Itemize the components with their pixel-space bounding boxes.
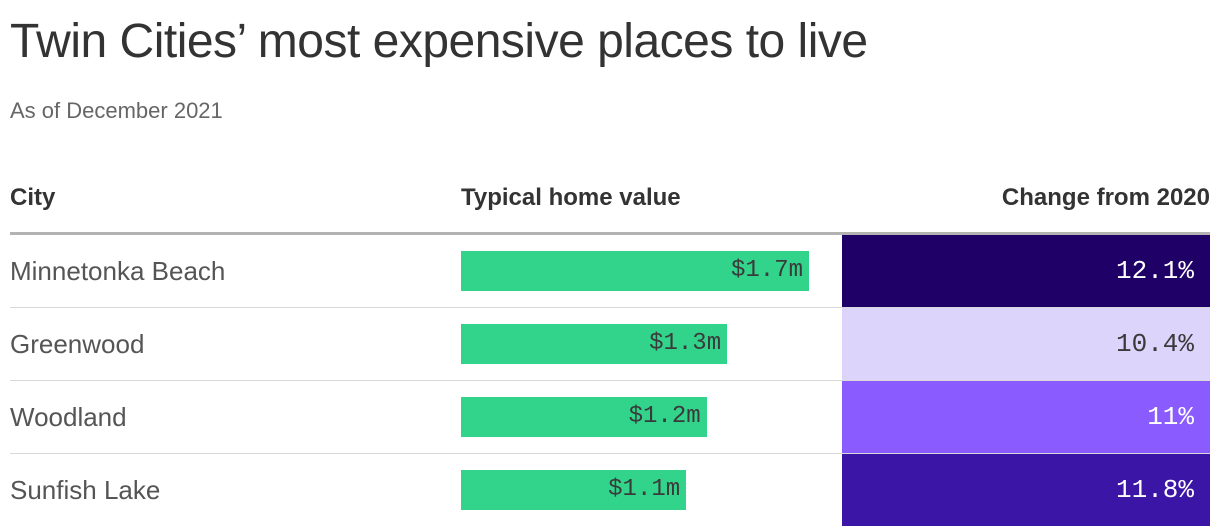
change-cell: 10.4% — [842, 308, 1210, 380]
home-value-label: $1.1m — [608, 476, 681, 503]
column-header-city: City — [10, 184, 56, 211]
change-cell: 11.8% — [842, 454, 1210, 526]
home-value-bar: $1.2m — [461, 397, 707, 437]
home-value-bar-cell: $1.7m — [461, 251, 821, 291]
home-value-bar: $1.7m — [461, 251, 809, 291]
city-name: Sunfish Lake — [10, 475, 161, 505]
column-header-home-value: Typical home value — [461, 184, 681, 211]
table-row: Greenwood $1.3m 10.4% — [10, 308, 1210, 381]
home-value-label: $1.7m — [730, 257, 803, 284]
city-name: Woodland — [10, 402, 127, 432]
city-name: Minnetonka Beach — [10, 256, 226, 286]
table-header-row: City Typical home value Change from 2020 — [10, 178, 1210, 235]
data-table: City Typical home value Change from 2020… — [10, 178, 1210, 526]
change-cell: 11% — [842, 381, 1210, 453]
change-cell: 12.1% — [842, 235, 1210, 307]
home-value-bar-cell: $1.1m — [461, 470, 821, 510]
home-value-label: $1.3m — [649, 330, 722, 357]
table-body: Minnetonka Beach $1.7m 12.1% Greenwood $1.3m… — [10, 235, 1210, 526]
table-row: Woodland $1.2m 11% — [10, 381, 1210, 454]
column-header-change: Change from 2020 — [1001, 184, 1210, 211]
chart-subtitle: As of December 2021 — [10, 98, 223, 123]
city-name: Greenwood — [10, 329, 145, 359]
home-value-label: $1.2m — [628, 403, 701, 430]
home-value-bar: $1.3m — [461, 324, 728, 364]
chart-title: Twin Cities’ most expensive places to li… — [10, 15, 868, 68]
table-row: Sunfish Lake $1.1m 11.8% — [10, 454, 1210, 526]
home-value-bar-cell: $1.2m — [461, 397, 821, 437]
table-row: Minnetonka Beach $1.7m 12.1% — [10, 235, 1210, 308]
home-value-bar-cell: $1.3m — [461, 324, 821, 364]
home-value-bar: $1.1m — [461, 470, 687, 510]
